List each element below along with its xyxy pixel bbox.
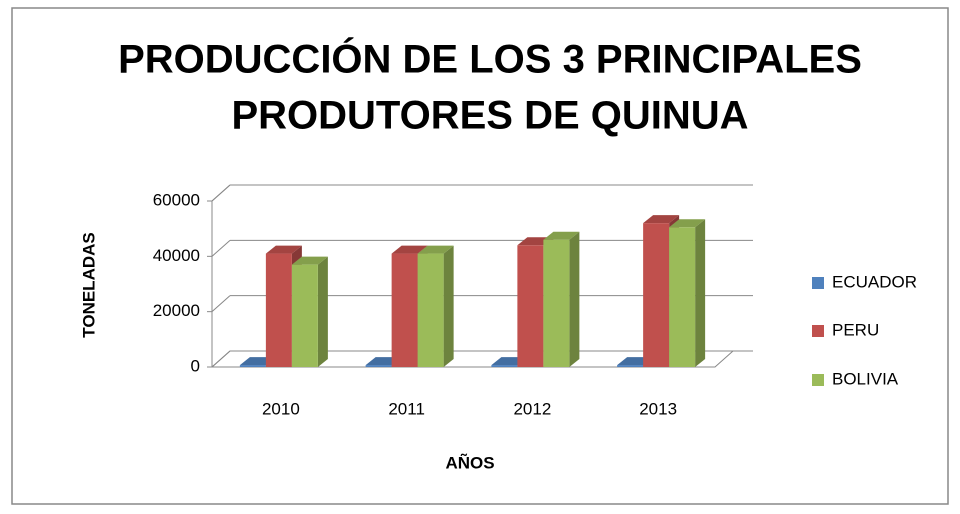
- y-tick-label: 20000: [153, 301, 200, 320]
- grid-line: [211, 295, 231, 313]
- bar: [391, 253, 418, 367]
- bar: [643, 223, 670, 367]
- bar-top: [265, 245, 302, 254]
- bar-top: [543, 231, 580, 240]
- chart-title: PRODUTORES DE QUINUA: [231, 94, 748, 138]
- legend-label: BOLIVIA: [832, 369, 899, 388]
- y-tick-label: 0: [191, 356, 200, 375]
- grid-line: [211, 184, 231, 202]
- bar: [239, 365, 266, 367]
- x-tick-label: 2013: [639, 399, 677, 418]
- bar-top: [669, 219, 706, 228]
- x-tick-label: 2012: [513, 399, 551, 418]
- legend-swatch: [812, 277, 824, 289]
- bar: [265, 253, 292, 367]
- legend-label: ECUADOR: [832, 272, 917, 291]
- bar-side: [317, 256, 328, 367]
- chart-frame: [11, 7, 949, 505]
- bar-top: [417, 245, 454, 254]
- bar: [617, 365, 644, 367]
- grid-line: [211, 239, 231, 257]
- bar-side: [443, 245, 454, 367]
- y-axis-label: TONELADAS: [79, 232, 98, 337]
- legend-label: PERU: [832, 320, 879, 339]
- bar: [365, 365, 392, 367]
- legend-swatch: [812, 374, 824, 386]
- bar: [543, 239, 570, 367]
- bar: [491, 365, 518, 367]
- legend-swatch: [812, 325, 824, 337]
- y-tick-label: 40000: [153, 246, 200, 265]
- grid-line: [211, 350, 231, 368]
- x-axis-label: AÑOS: [445, 452, 494, 472]
- x-tick-label: 2011: [388, 399, 425, 418]
- y-tick-label: 60000: [153, 190, 200, 209]
- bar: [291, 264, 318, 367]
- bar-top: [643, 215, 680, 224]
- bar: [417, 253, 444, 367]
- bar-side: [695, 219, 706, 367]
- bar-side: [569, 231, 580, 367]
- bar: [669, 227, 696, 367]
- bar-top: [291, 256, 328, 265]
- chart-title: PRODUCCIÓN DE LOS 3 PRINCIPALES: [118, 36, 862, 82]
- bar: [517, 245, 544, 367]
- x-tick-label: 2010: [262, 399, 300, 418]
- bar-top: [391, 245, 428, 254]
